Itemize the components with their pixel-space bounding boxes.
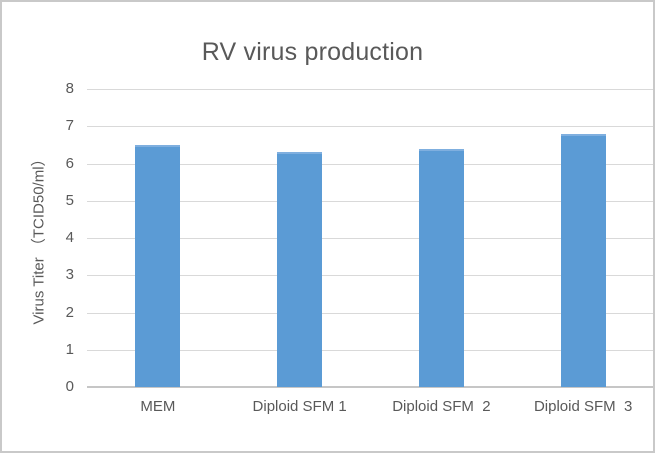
y-tick-label-1: 1: [65, 340, 74, 358]
gridline-4: [87, 238, 653, 239]
bar-diploid-sfm-2: [418, 148, 464, 387]
gridline-7: [87, 126, 653, 128]
gridline-8: [87, 89, 653, 90]
x-label-mem: MEM: [140, 398, 176, 415]
y-tick-label-7: 7: [65, 117, 74, 135]
y-tick-label-8: 8: [65, 80, 74, 97]
y-tick-label-6: 6: [65, 154, 74, 172]
chart-title: RV virus production: [201, 38, 424, 66]
gridline-3: [87, 275, 653, 277]
y-tick-label-0: 0: [65, 378, 74, 395]
bar-diploid-sfm-3: [560, 133, 606, 387]
y-tick-label-2: 2: [65, 303, 74, 321]
bar-diploid-sfm-1: [277, 152, 323, 387]
bar-mem: [135, 144, 181, 387]
x-label-diploid-sfm-2: Diploid SFM 2: [392, 398, 491, 415]
gridline-2: [87, 312, 653, 314]
gridline-6: [87, 163, 653, 165]
y-tick-label-5: 5: [65, 191, 74, 209]
gridline-1: [87, 349, 653, 351]
gridline-5: [87, 200, 653, 202]
plot-area: [87, 89, 653, 388]
y-tick-label-3: 3: [65, 266, 74, 284]
x-label-diploid-sfm-1: Diploid SFM 1: [252, 398, 347, 415]
x-axis-line: [87, 386, 653, 388]
y-tick-label-4: 4: [65, 229, 74, 246]
x-label-diploid-sfm-3: Diploid SFM 3: [533, 398, 633, 415]
